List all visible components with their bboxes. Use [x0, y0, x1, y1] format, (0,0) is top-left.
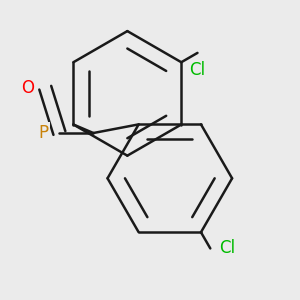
- Text: Cl: Cl: [189, 61, 206, 80]
- Text: P: P: [38, 124, 48, 142]
- Text: Cl: Cl: [219, 239, 235, 257]
- Text: O: O: [21, 79, 34, 97]
